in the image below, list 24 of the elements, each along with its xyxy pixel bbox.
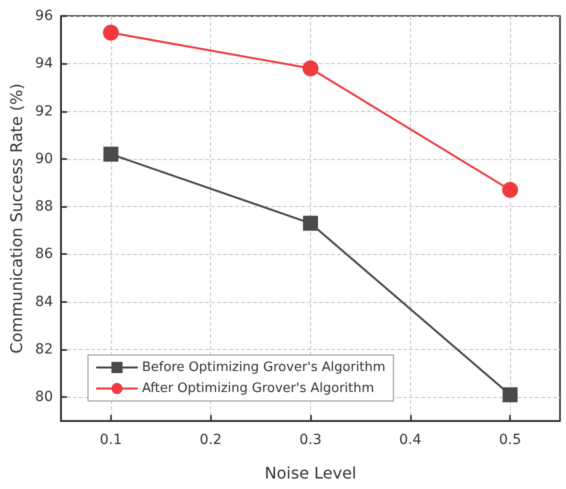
y-tick-label: 88: [35, 198, 53, 215]
y-tick-label: 86: [35, 246, 54, 262]
y-tick-label: 92: [35, 103, 53, 120]
point: [502, 182, 518, 198]
x-tick-label: 0.5: [498, 432, 522, 448]
x-tick-label: 0.3: [299, 432, 322, 448]
point: [502, 387, 518, 402]
y-tick-label: 96: [35, 8, 54, 24]
x-tick-label: 0.2: [200, 432, 222, 448]
y-tick-label: 94: [35, 56, 54, 72]
y-tick-label: 84: [35, 294, 54, 310]
y-tick-label: 80: [35, 389, 53, 406]
point: [303, 216, 318, 231]
x-tick-label: 0.1: [100, 432, 122, 448]
y-axis-title: Communication Success Rate (%): [6, 83, 26, 354]
legend-label: Before Optimizing Grover's Algorithm: [142, 360, 386, 375]
point: [302, 60, 318, 76]
x-tick-label: 0.4: [399, 432, 422, 448]
point: [102, 24, 119, 41]
point: [103, 146, 118, 162]
y-tick-label: 82: [35, 342, 53, 358]
y-tick-label: 90: [35, 150, 53, 167]
legend-label: After Optimizing Grover's Algorithm: [142, 381, 374, 396]
x-axis-title: Noise Level: [264, 464, 356, 482]
